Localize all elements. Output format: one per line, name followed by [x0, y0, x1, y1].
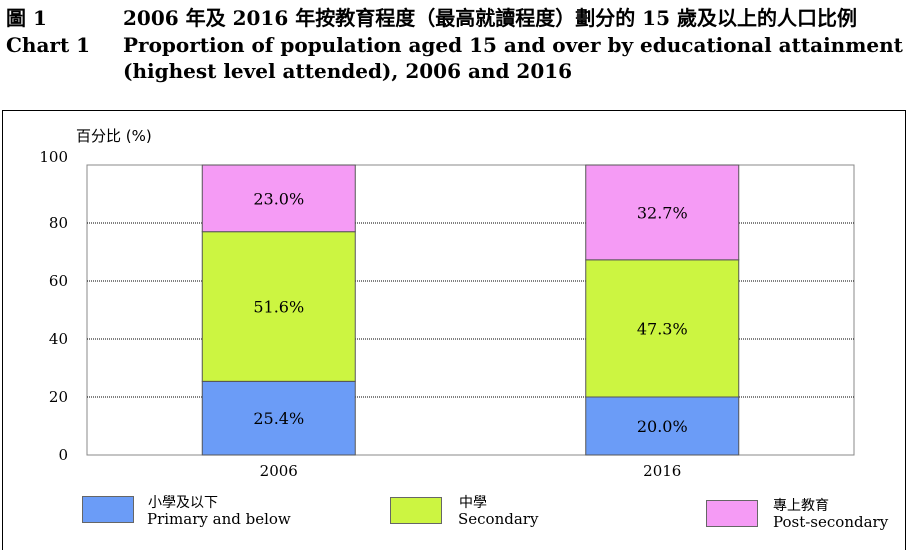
bar-2016-series-2 — [585, 164, 740, 261]
bar-2006-series-2 — [201, 164, 356, 233]
bar-2006-series-0 — [201, 380, 356, 456]
data-label-2016-series-2: 32.7% — [637, 203, 688, 222]
data-label-2016-series-0: 20.0% — [637, 417, 688, 436]
data-label-2006-series-1: 51.6% — [253, 298, 304, 317]
data-label-2006-series-0: 25.4% — [253, 409, 304, 428]
y-tick-label-20: 20 — [49, 388, 68, 406]
y-tick-label-40: 40 — [49, 330, 68, 348]
legend-swatch-primary — [82, 496, 134, 523]
bar-2006-series-1 — [201, 231, 356, 382]
x-tick-label-2006: 2006 — [260, 462, 298, 480]
stacked-bar-chart: 0 20 40 60 80 100 百分比 (%) 25.4% 51.6% 23.0% 2006 20… — [39, 127, 855, 480]
chart-title-zh: 2006 年及 2016 年按教育程度（最高就讀程度）劃分的 15 歲及以上的人… — [123, 6, 857, 30]
bar-2016-series-1 — [585, 259, 740, 398]
chart-label-zh: 圖 1 — [6, 6, 47, 30]
chart-frame — [2, 110, 906, 550]
legend-swatch-secondary — [390, 497, 442, 524]
legend-label-primary-en: Primary and below — [147, 510, 291, 528]
chart-title-en-line2: (highest level attended), 2006 and 2016 — [123, 59, 573, 83]
data-label-2016-series-1: 47.3% — [637, 319, 688, 338]
legend-label-primary-zh: 小學及以下 — [148, 495, 218, 511]
legend-label-secondary-zh: 中學 — [459, 495, 487, 511]
legend-swatch-post-secondary — [706, 500, 758, 527]
y-tick-label-0: 0 — [58, 446, 68, 464]
x-tick-label-2016: 2016 — [643, 462, 681, 480]
y-tick-label-60: 60 — [49, 272, 68, 290]
y-axis-title: 百分比 (%) — [76, 127, 152, 145]
chart-label-en: Chart 1 — [6, 33, 91, 57]
legend-label-post-secondary-zh: 專上教育 — [773, 498, 829, 514]
legend-label-secondary-en: Secondary — [458, 510, 539, 528]
y-tick-label-100: 100 — [39, 148, 68, 166]
legend-label-post-secondary-en: Post-secondary — [773, 513, 889, 531]
bar-2016-series-0 — [585, 396, 740, 456]
data-label-2006-series-2: 23.0% — [253, 189, 304, 208]
y-tick-label-80: 80 — [49, 214, 68, 232]
chart-title-en-line1: Proportion of population aged 15 and ove… — [123, 33, 903, 57]
